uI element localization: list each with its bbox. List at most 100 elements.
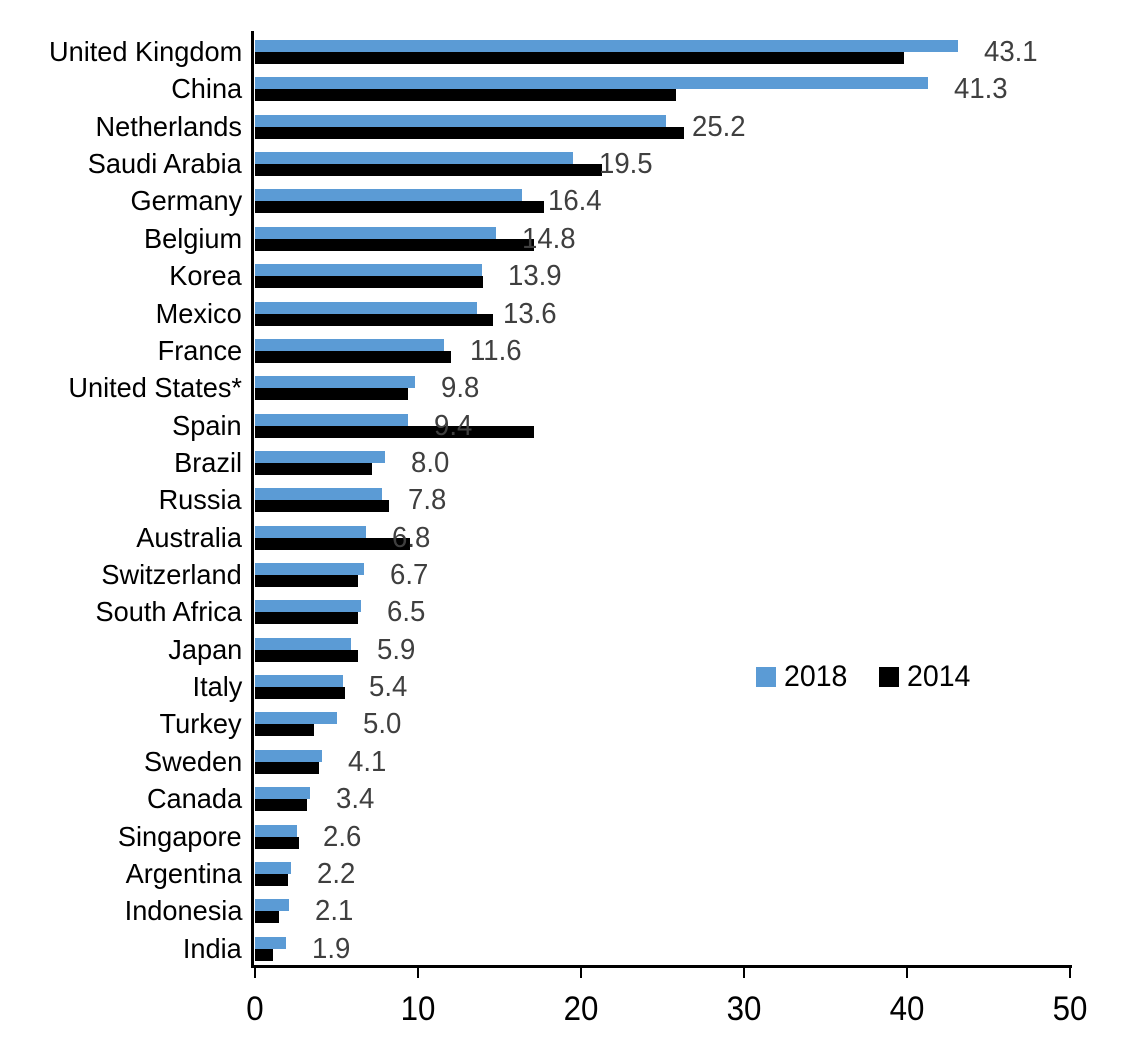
bar-2018: [255, 525, 366, 538]
value-label: 19.5: [598, 148, 653, 181]
bar-2018: [255, 712, 337, 725]
bar-2018: [255, 824, 298, 837]
bar-2018: [255, 637, 352, 650]
bar-2014: [255, 836, 299, 849]
value-label: 13.6: [502, 297, 557, 330]
category-label: India: [183, 932, 242, 964]
category-label: Belgium: [143, 222, 242, 254]
bar-2014: [255, 761, 319, 774]
bar-2018: [255, 264, 482, 277]
bar-2014: [255, 799, 308, 812]
legend-entry-2018: 2018: [756, 662, 851, 692]
x-tick: [743, 968, 745, 978]
category-label: Spain: [172, 409, 242, 441]
bar-2014: [255, 687, 345, 700]
value-label: 6.5: [386, 596, 426, 629]
value-label: 2.2: [316, 857, 356, 890]
bar-2014: [255, 425, 534, 438]
y-axis-line: [251, 31, 254, 967]
bar-2018: [255, 152, 573, 165]
value-label: 8.0: [411, 446, 450, 479]
x-tick-label: 0: [246, 990, 264, 1028]
bar-2014: [255, 575, 358, 588]
category-label: China: [171, 73, 242, 105]
bar-2014: [255, 201, 544, 214]
bar-2018: [255, 563, 365, 576]
legend-label-2018: 2018: [784, 660, 848, 693]
bar-2018: [255, 488, 383, 501]
value-label: 13.9: [507, 260, 562, 293]
legend-label-2014: 2014: [906, 660, 971, 693]
bar-2018: [255, 301, 477, 314]
value-label: 5.0: [362, 708, 401, 741]
bar-2014: [255, 126, 684, 139]
category-label: Singapore: [118, 820, 242, 852]
value-label: 3.4: [336, 783, 375, 816]
x-tick: [1069, 968, 1071, 978]
bar-2014: [255, 649, 358, 662]
legend-swatch-2014: [878, 667, 899, 687]
value-label: 6.8: [391, 521, 431, 554]
category-label: France: [157, 334, 242, 366]
bar-2018: [255, 114, 666, 127]
x-tick-label: 10: [400, 990, 436, 1028]
category-label: Russia: [158, 484, 242, 516]
bar-2018: [255, 226, 497, 239]
category-label: Netherlands: [95, 110, 242, 142]
bar-2018: [255, 450, 386, 463]
bar-2018: [255, 675, 344, 688]
value-label: 5.9: [377, 633, 416, 666]
bar-2014: [255, 350, 451, 363]
category-label: United Kingdom: [48, 36, 242, 67]
value-label: 43.1: [983, 36, 1038, 68]
bar-2018: [255, 376, 415, 389]
x-axis-line: [251, 965, 1072, 968]
value-label: 16.4: [548, 185, 602, 218]
bar-2014: [255, 500, 389, 513]
bar-2018: [255, 40, 958, 52]
category-label: United States*: [68, 372, 242, 404]
x-tick-label: 30: [726, 990, 762, 1028]
value-label: 41.3: [954, 73, 1008, 106]
bar-2018: [255, 787, 311, 800]
value-label: 2.1: [315, 895, 354, 928]
category-label: Australia: [136, 521, 242, 553]
category-label: Switzerland: [101, 559, 242, 591]
bar-2014: [255, 724, 314, 737]
category-label: Mexico: [155, 297, 242, 329]
category-label: Italy: [192, 671, 242, 703]
value-label: 14.8: [522, 222, 576, 255]
category-label: Canada: [146, 783, 242, 815]
x-tick: [580, 968, 582, 978]
x-tick: [906, 968, 908, 978]
legend-entry-2014: 2014: [878, 660, 974, 693]
category-label: Germany: [130, 185, 242, 217]
bar-2014: [255, 873, 288, 886]
value-label: 1.9: [311, 932, 351, 965]
bar-2014: [255, 388, 409, 401]
category-label: Turkey: [159, 708, 242, 740]
bar-2014: [255, 313, 493, 326]
bar-2018: [255, 413, 409, 426]
bar-2018: [255, 77, 929, 90]
x-tick-label: 20: [563, 990, 599, 1028]
x-tick: [254, 968, 256, 978]
x-tick-label: 50: [1052, 990, 1088, 1028]
value-label: 5.4: [369, 671, 408, 704]
bar-2018: [255, 936, 286, 949]
bar-2018: [255, 749, 322, 762]
category-label: South Africa: [95, 596, 242, 628]
bar-2014: [255, 276, 484, 289]
value-label: 25.2: [691, 110, 746, 143]
legend-swatch-2018: [756, 667, 776, 687]
value-label: 9.8: [440, 372, 480, 405]
bar-2014: [255, 948, 273, 961]
value-label: 9.4: [434, 409, 473, 442]
bar-2014: [255, 52, 904, 64]
value-label: 4.1: [347, 745, 387, 778]
value-label: 11.6: [470, 334, 522, 367]
bar-2014: [255, 911, 280, 924]
bar-2014: [255, 89, 676, 102]
bar-2018: [255, 861, 291, 874]
